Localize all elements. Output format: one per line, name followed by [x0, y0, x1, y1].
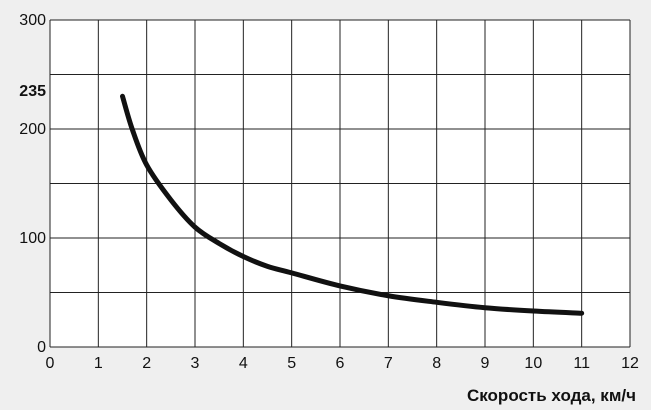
x-tick-label-11: 11 — [573, 355, 590, 372]
x-tick-label-0: 0 — [46, 355, 55, 372]
x-tick-labels: 0 1 2 3 4 5 6 7 8 9 10 11 12 — [46, 355, 639, 372]
y-tick-label-100: 100 — [19, 230, 46, 247]
x-tick-label-3: 3 — [191, 355, 200, 372]
y-tick-label-highlight: 235 — [19, 83, 46, 100]
y-tick-label-200: 200 — [19, 121, 46, 138]
x-tick-label-12: 12 — [621, 355, 639, 372]
x-tick-label-8: 8 — [432, 355, 441, 372]
y-tick-label-0: 0 — [37, 339, 46, 356]
x-tick-label-7: 7 — [384, 355, 393, 372]
x-tick-label-4: 4 — [239, 355, 248, 372]
series-layer — [120, 93, 585, 316]
x-tick-label-5: 5 — [287, 355, 296, 372]
y-tick-labels: 0 100 200 300 235 — [19, 12, 46, 356]
series-line-0 — [120, 93, 585, 316]
x-tick-label-2: 2 — [142, 355, 151, 372]
grid — [49, 19, 631, 348]
x-tick-label-6: 6 — [336, 355, 345, 372]
x-axis-title: Скорость хода, км/ч — [467, 386, 636, 405]
x-tick-label-9: 9 — [481, 355, 490, 372]
y-tick-label-300: 300 — [19, 12, 46, 29]
x-tick-label-1: 1 — [94, 355, 103, 372]
x-tick-label-10: 10 — [524, 355, 542, 372]
